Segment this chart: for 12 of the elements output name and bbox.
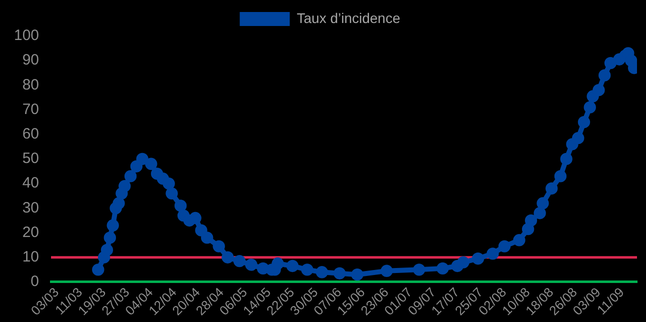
y-tick-label: 60 <box>22 126 40 143</box>
y-tick-label: 0 <box>30 273 40 290</box>
legend-label: Taux d’incidence <box>296 10 400 26</box>
y-tick-label: 90 <box>22 52 40 69</box>
y-tick-label: 30 <box>22 199 40 216</box>
y-tick-label: 10 <box>22 248 40 266</box>
y-tick-label: 100 <box>14 27 40 44</box>
y-tick-label: 70 <box>22 100 40 118</box>
y-tick-label: 50 <box>22 150 40 168</box>
y-tick-label: 20 <box>22 224 40 241</box>
y-tick-label: 80 <box>22 76 40 94</box>
y-tick-label: 40 <box>22 174 40 192</box>
